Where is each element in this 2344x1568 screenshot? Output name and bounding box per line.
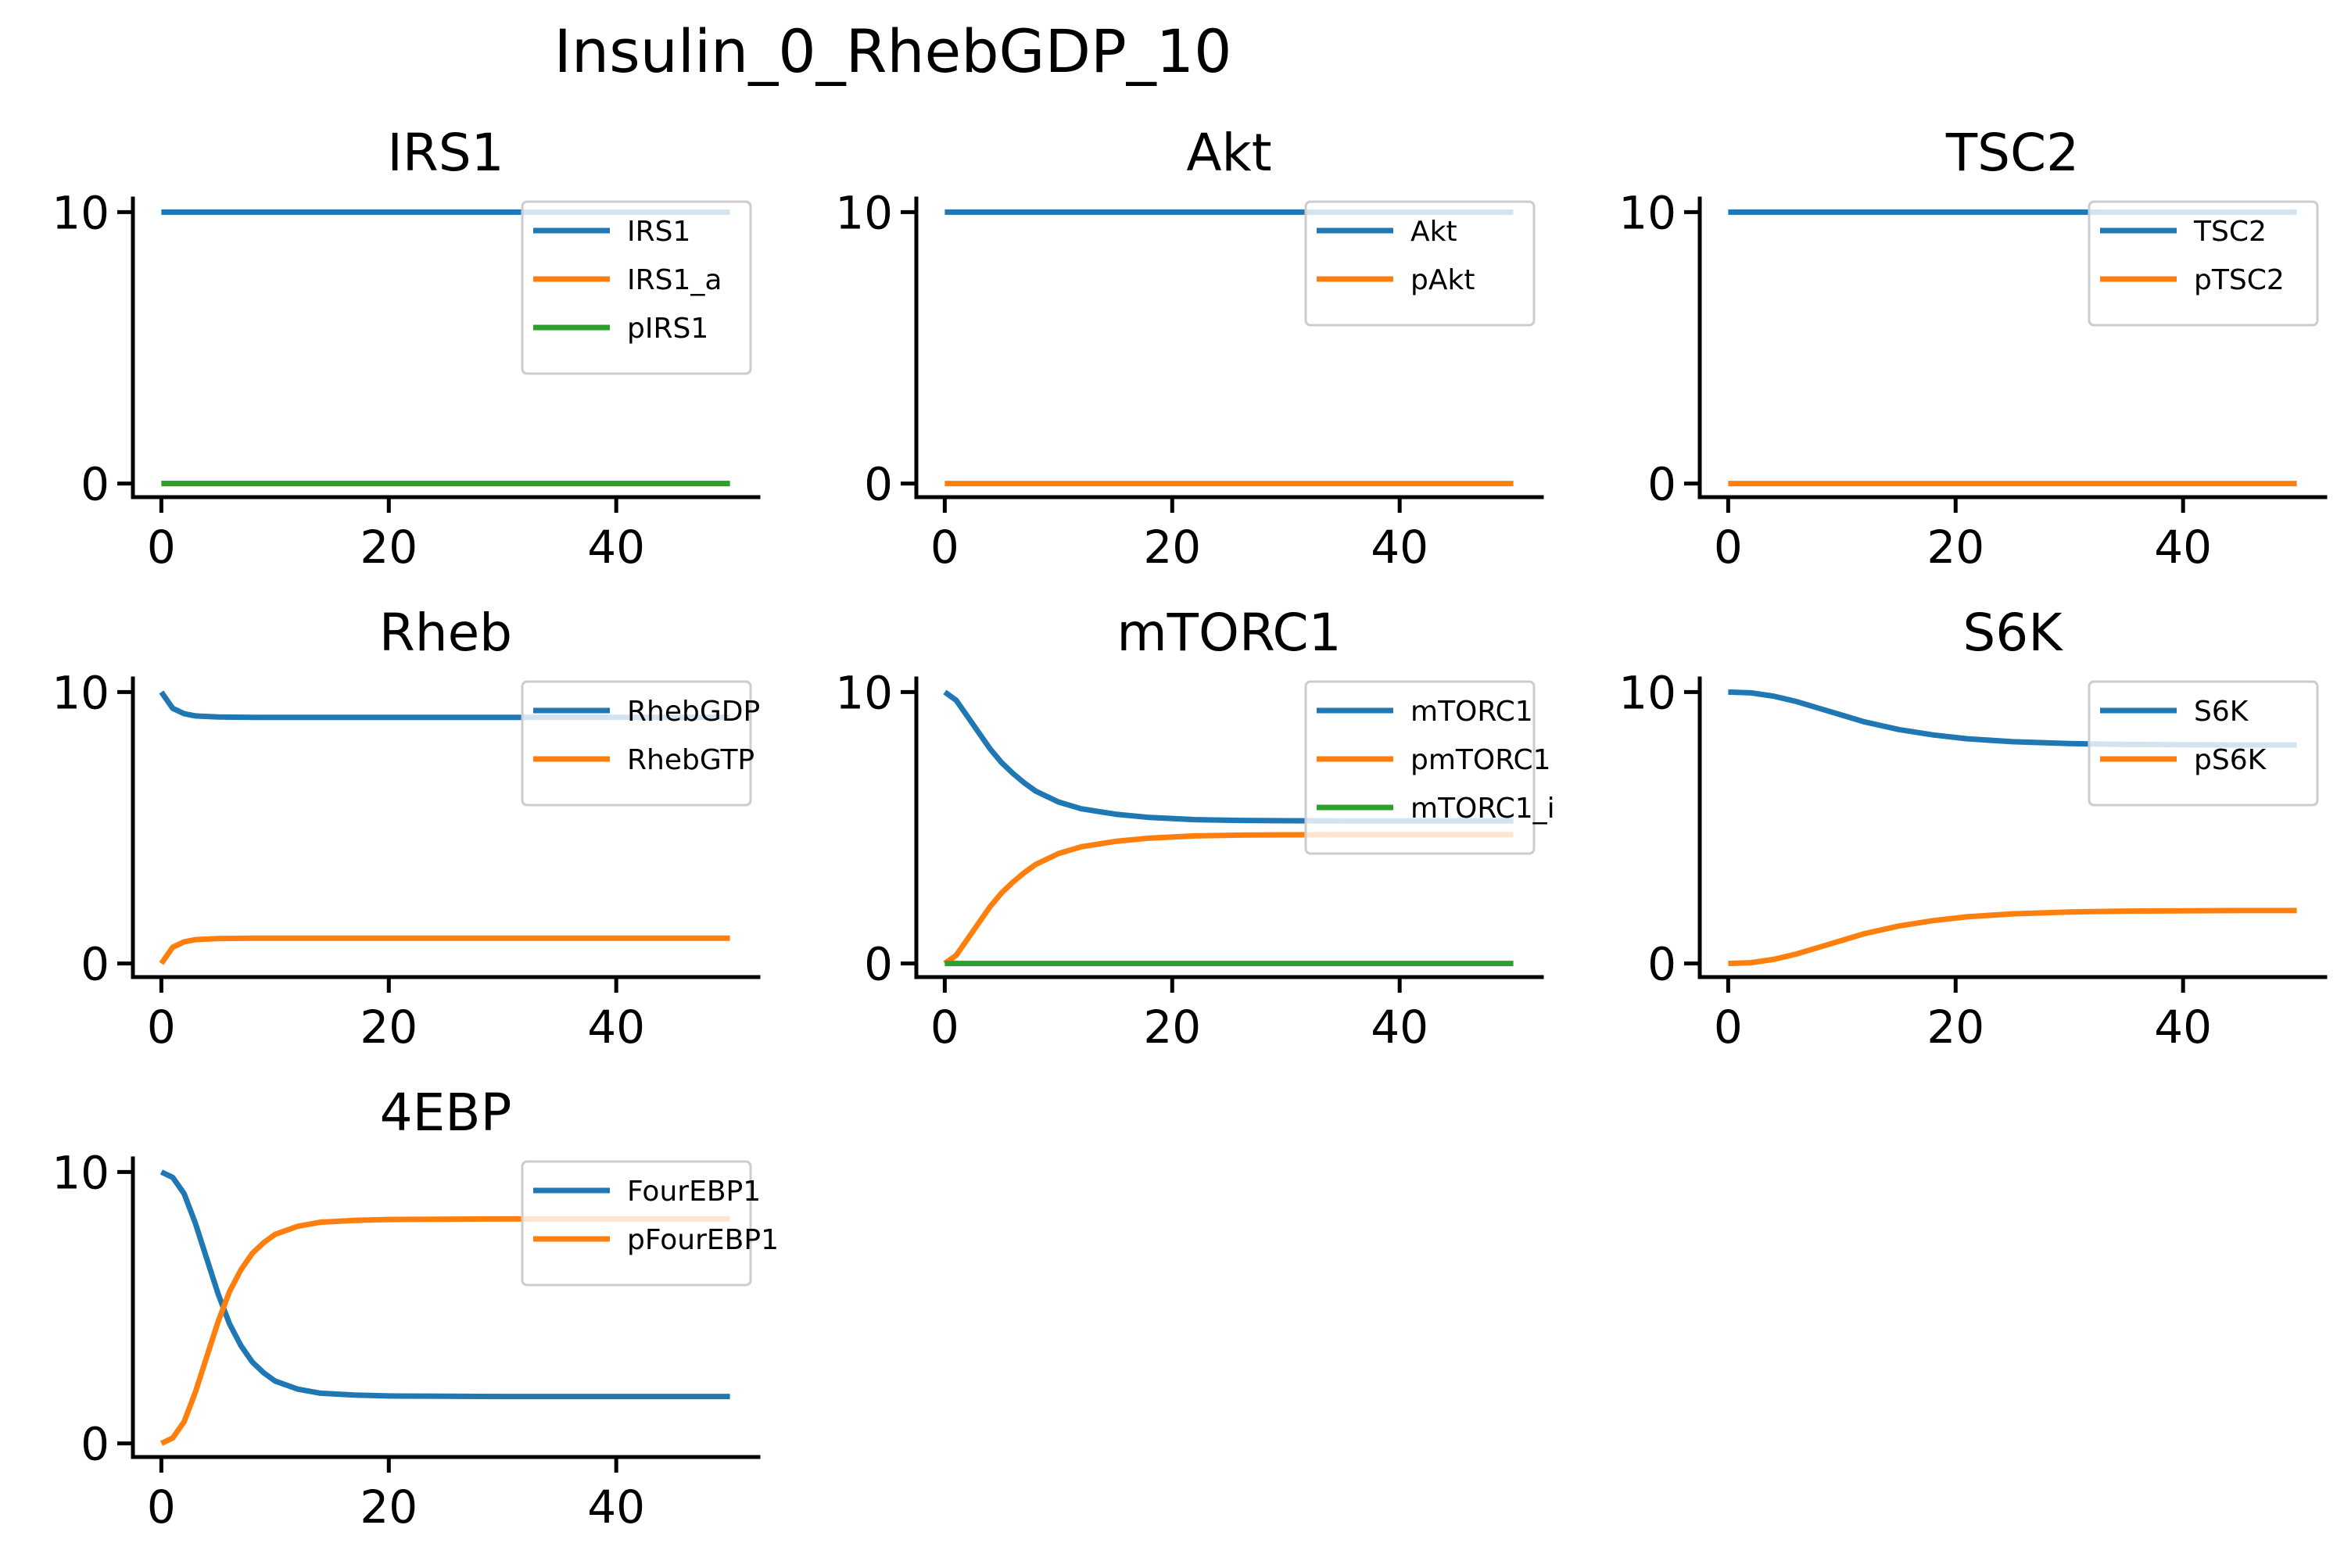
legend: Akt pAkt xyxy=(1304,200,1536,327)
x-tick-label: 0 xyxy=(1714,521,1743,574)
legend-label: pTSC2 xyxy=(2194,264,2285,296)
subplot-title: Akt xyxy=(1186,123,1271,183)
legend-label: mTORC1 xyxy=(1410,696,1533,728)
x-tick-label: 20 xyxy=(1926,1001,1984,1054)
subplot-title: S6K xyxy=(1962,603,2063,663)
y-tick-label: 10 xyxy=(835,186,893,239)
subplot-title: Rheb xyxy=(379,603,512,663)
x-tick-label: 20 xyxy=(360,1480,418,1534)
legend: FourEBP1 pFourEBP1 xyxy=(521,1160,779,1287)
x-tick-label: 0 xyxy=(930,1001,959,1054)
x-tick-label: 0 xyxy=(1714,1001,1743,1054)
subplot-title: mTORC1 xyxy=(1116,603,1341,663)
subplot-s6k: S6K 0 20 40 0 10 S6K pS6K xyxy=(1618,603,2328,1054)
x-tick-label: 0 xyxy=(147,1001,176,1054)
figure-title: Insulin_0_RhebGDP_10 xyxy=(554,16,1231,86)
legend-label: Akt xyxy=(1410,216,1457,248)
series-line-pfourebp1 xyxy=(159,1215,730,1446)
x-tick-label: 40 xyxy=(2154,521,2212,574)
x-tick-label: 20 xyxy=(1926,521,1984,574)
subplot-tsc2: TSC2 0 20 40 0 10 TSC2 pTSC2 xyxy=(1618,123,2328,574)
x-tick-label: 20 xyxy=(360,1001,418,1054)
legend-box xyxy=(1304,680,1536,855)
x-tick-label: 40 xyxy=(587,1001,645,1054)
legend: TSC2 pTSC2 xyxy=(2088,200,2319,327)
y-tick-label: 10 xyxy=(52,186,109,239)
series-line-fourebp1 xyxy=(159,1169,730,1400)
subplot-title: IRS1 xyxy=(387,123,504,183)
y-tick-label: 0 xyxy=(81,458,109,511)
legend-label: TSC2 xyxy=(2193,216,2267,248)
legend: mTORC1 pmTORC1 mTORC1_i xyxy=(1304,680,1555,855)
x-tick-label: 0 xyxy=(930,521,959,574)
y-tick-label: 0 xyxy=(1647,938,1676,991)
y-tick-label: 0 xyxy=(81,1418,109,1471)
x-tick-label: 40 xyxy=(2154,1001,2212,1054)
y-tick-label: 10 xyxy=(1618,186,1676,239)
x-tick-label: 20 xyxy=(360,521,418,574)
subplot-irs1: IRS1 0 20 40 0 10 IRS1 IRS1_a pIRS1 xyxy=(52,123,761,574)
x-tick-label: 40 xyxy=(587,1480,645,1534)
x-tick-label: 40 xyxy=(1371,521,1428,574)
y-tick-label: 0 xyxy=(1647,458,1676,511)
subplot-rheb: Rheb 0 20 40 0 10 RhebGDP RhebGTP xyxy=(52,603,761,1054)
subplot-title: 4EBP xyxy=(380,1083,512,1143)
legend-label: pS6K xyxy=(2194,744,2267,776)
x-tick-label: 40 xyxy=(1371,1001,1428,1054)
legend-label: mTORC1_i xyxy=(1410,793,1555,825)
y-tick-label: 0 xyxy=(864,938,893,991)
legend: IRS1 IRS1_a pIRS1 xyxy=(521,200,752,375)
legend-label: pmTORC1 xyxy=(1410,744,1551,776)
series-line-rhebgdp xyxy=(159,690,730,721)
legend-label: RhebGTP xyxy=(627,744,754,776)
legend-label: RhebGDP xyxy=(627,696,760,728)
subplot-title: TSC2 xyxy=(1945,123,2079,183)
y-tick-label: 10 xyxy=(835,666,893,719)
subplot-mtorc1: mTORC1 0 20 40 0 10 mTORC1 pmTORC1 mTORC1_i xyxy=(835,603,1554,1054)
x-tick-label: 0 xyxy=(147,521,176,574)
y-tick-label: 10 xyxy=(52,1146,109,1199)
x-tick-label: 40 xyxy=(587,521,645,574)
legend-label: pIRS1 xyxy=(627,313,708,345)
legend: RhebGDP RhebGTP xyxy=(521,680,760,807)
y-tick-label: 0 xyxy=(81,938,109,991)
legend-label: pFourEBP1 xyxy=(627,1224,779,1256)
legend-label: pAkt xyxy=(1410,264,1475,296)
series-line-ps6k xyxy=(1728,908,2297,967)
subplot-akt: Akt 0 20 40 0 10 Akt pAkt xyxy=(835,123,1544,574)
legend-label: S6K xyxy=(2194,696,2249,728)
subplot-4ebp: 4EBP 0 20 40 0 10 FourEBP1 pFourEBP1 xyxy=(52,1083,779,1534)
x-tick-label: 0 xyxy=(147,1480,176,1534)
series-line-mtorc1 xyxy=(943,689,1514,824)
legend-box xyxy=(521,200,752,375)
y-tick-label: 10 xyxy=(52,666,109,719)
legend-label: IRS1_a xyxy=(627,264,722,296)
y-tick-label: 10 xyxy=(1618,666,1676,719)
series-line-pmtorc1 xyxy=(943,832,1514,966)
legend-label: IRS1 xyxy=(627,216,690,248)
series-line-rhebgtp xyxy=(159,935,730,965)
y-tick-label: 0 xyxy=(864,458,893,511)
x-tick-label: 20 xyxy=(1143,521,1201,574)
x-tick-label: 20 xyxy=(1143,1001,1201,1054)
legend-label: FourEBP1 xyxy=(627,1176,761,1208)
legend: S6K pS6K xyxy=(2088,680,2319,807)
